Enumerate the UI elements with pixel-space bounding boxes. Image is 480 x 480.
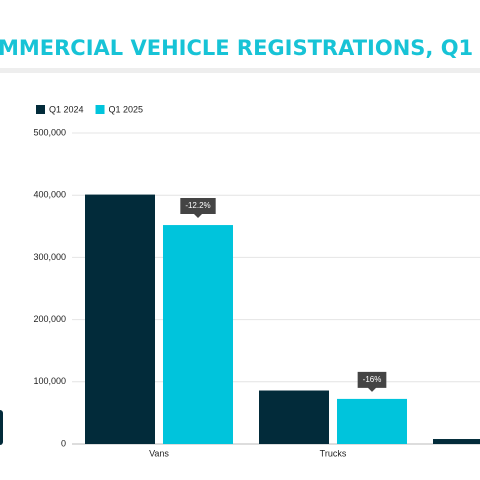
annotation: -16%: [363, 375, 382, 384]
y-tick-label: 500,000: [33, 127, 66, 137]
y-tick-label: 0: [61, 438, 66, 448]
bar: [259, 390, 329, 444]
y-tick-label: 200,000: [33, 314, 66, 324]
legend-label: Q1 2025: [109, 104, 144, 114]
y-tick-label: 400,000: [33, 190, 66, 200]
annotation-box: [357, 371, 387, 392]
chart-title: MMERCIAL VEHICLE REGISTRATIONS, Q1 2025: [0, 36, 480, 60]
title-rule: [0, 68, 480, 73]
legend-swatch: [95, 105, 105, 114]
edge-element: [0, 410, 3, 445]
bar: [85, 194, 155, 444]
legend-label: Q1 2024: [49, 104, 84, 114]
annotation-box: [180, 198, 216, 219]
y-tick-label: 100,000: [33, 376, 66, 386]
y-tick-label: 300,000: [33, 252, 66, 262]
annotation: -12.2%: [185, 201, 210, 210]
x-tick-label: Vans: [149, 448, 169, 458]
bar: [337, 398, 407, 444]
bar: [433, 439, 480, 444]
legend-swatch: [36, 105, 45, 114]
bar: [163, 225, 233, 444]
x-tick-label: Trucks: [320, 448, 347, 458]
